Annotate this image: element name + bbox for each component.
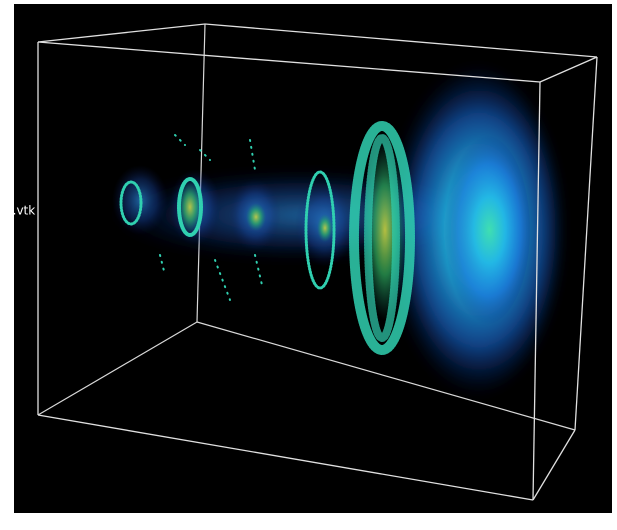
render-view: 5.vtk [0,0,617,530]
page: 5.vtk (() => { const data = JSON.parse(d… [0,0,617,530]
